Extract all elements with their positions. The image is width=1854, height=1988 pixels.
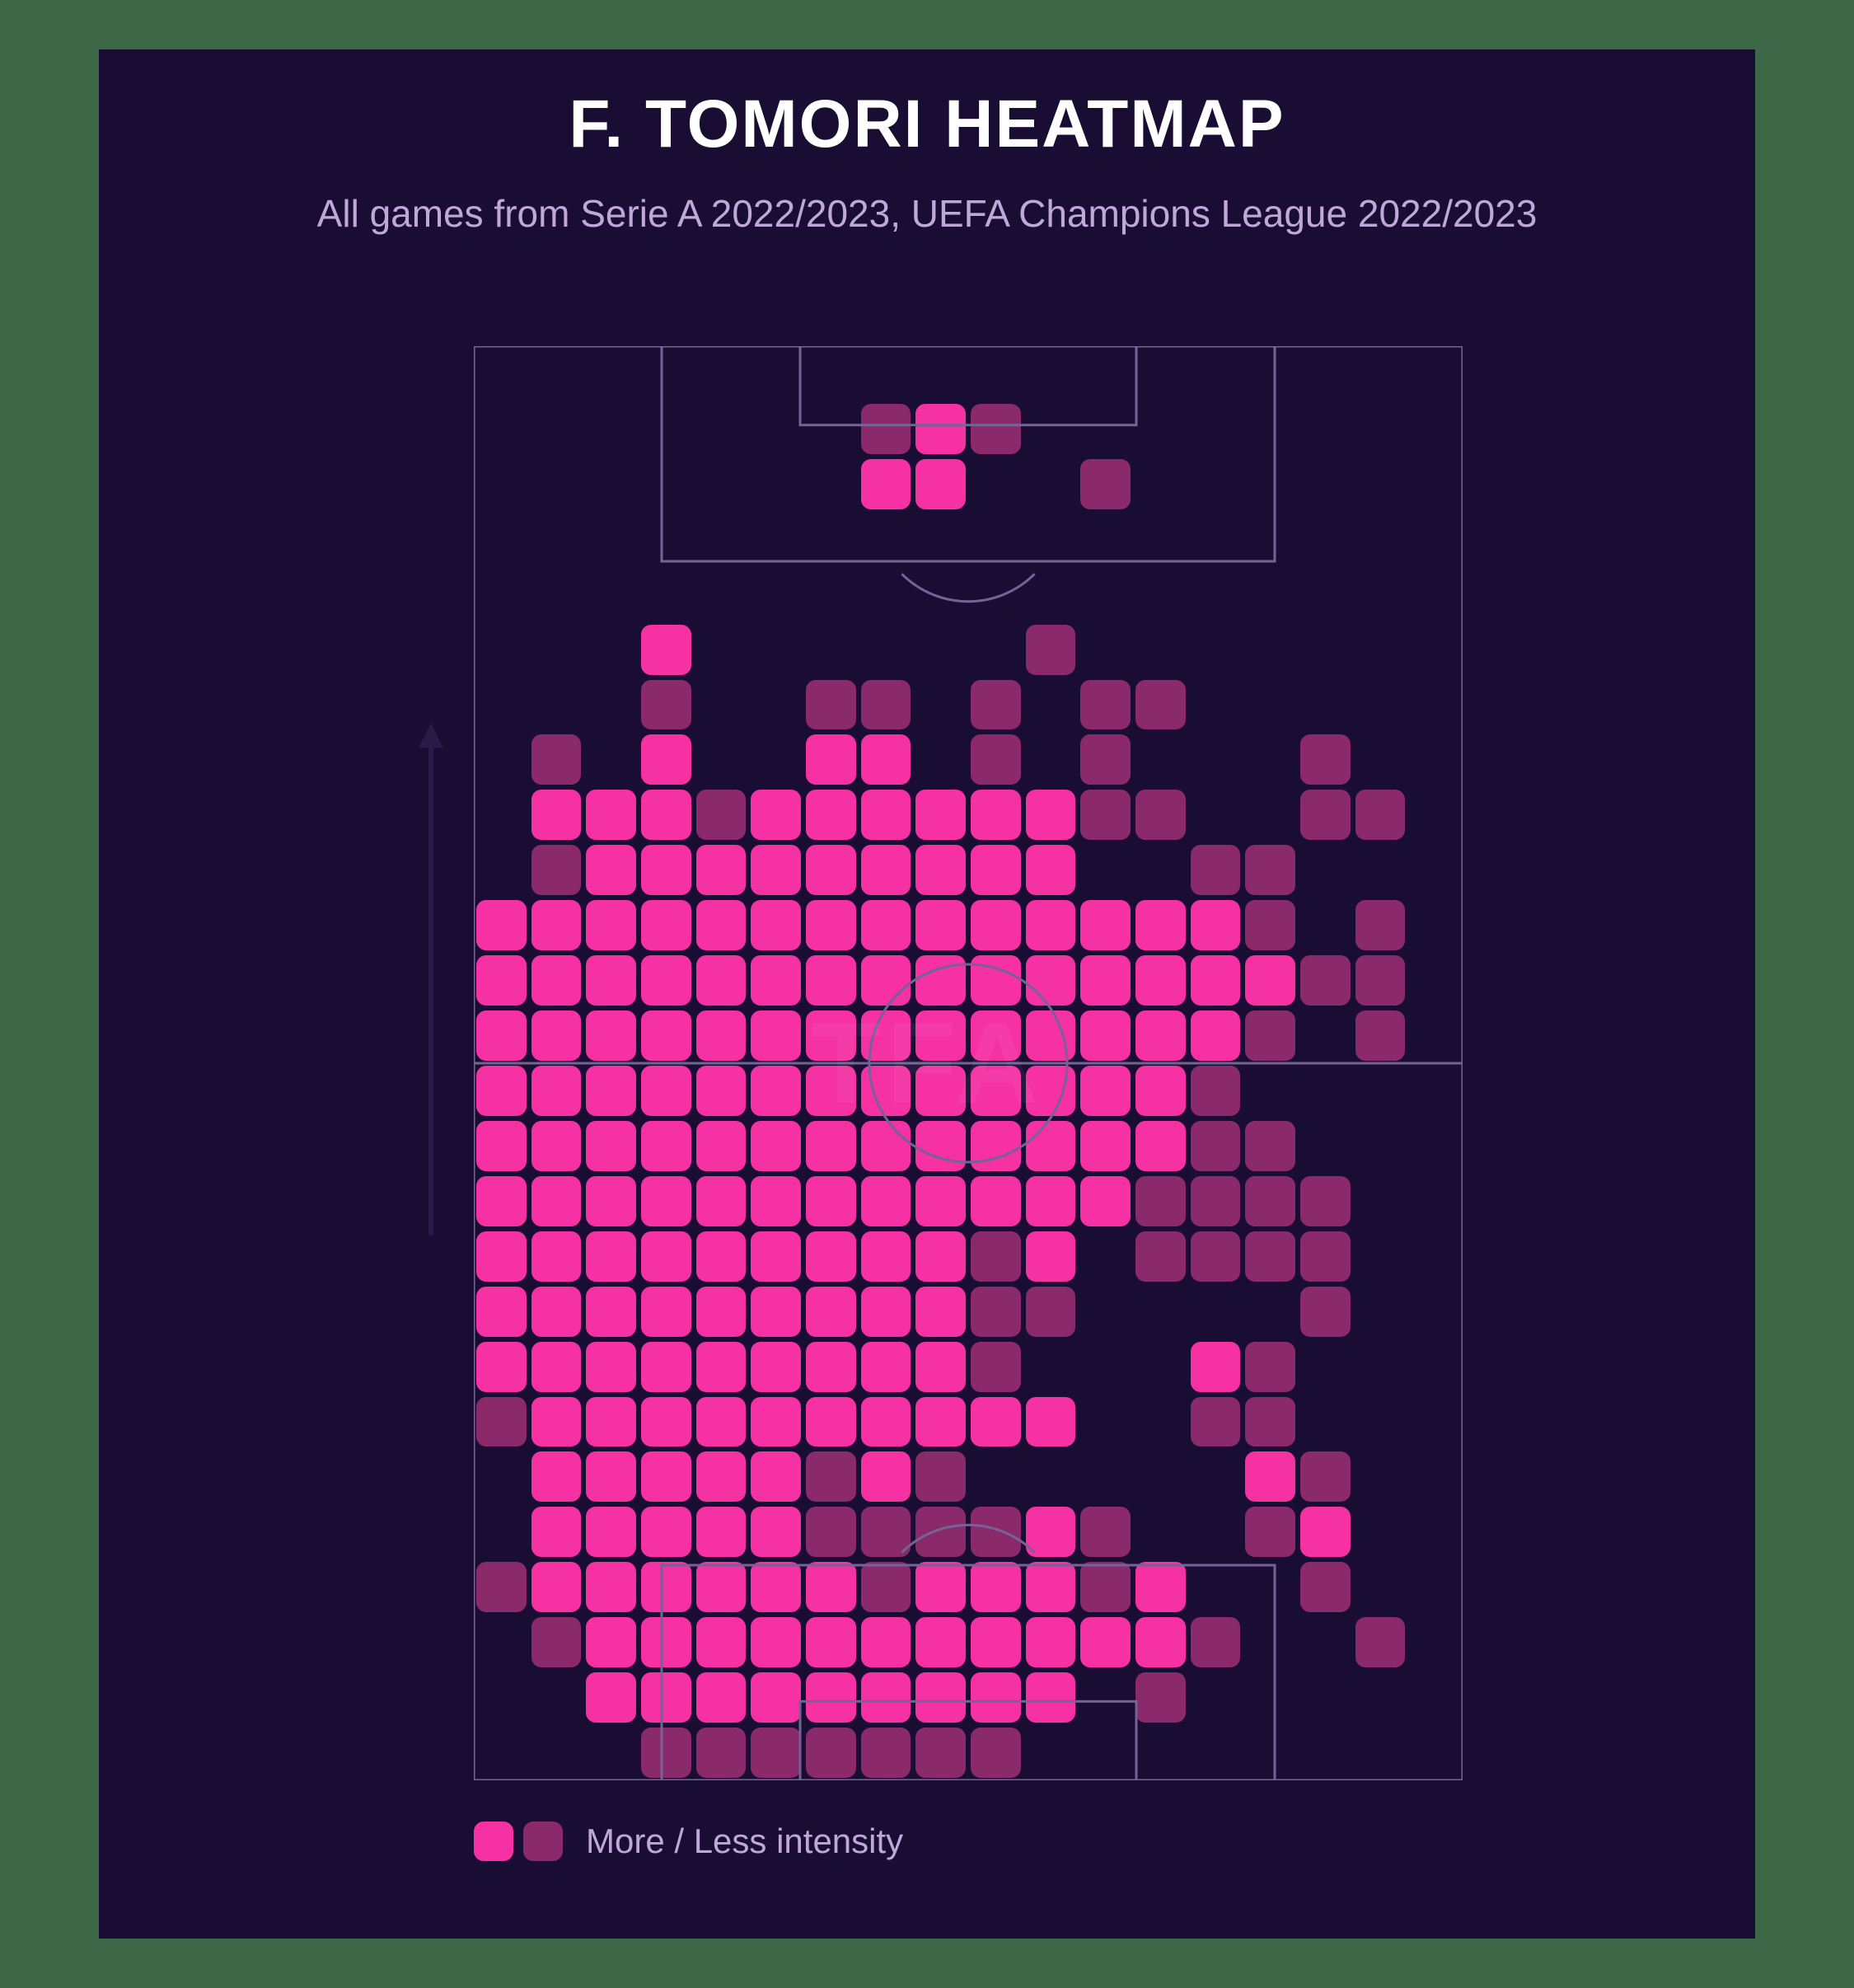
pitch-container: TFA xyxy=(391,346,1463,1780)
heatmap-card: F. TOMORI HEATMAP All games from Serie A… xyxy=(99,49,1755,1939)
legend-swatches xyxy=(474,1822,563,1861)
direction-arrow xyxy=(391,346,474,1780)
pitch-lines xyxy=(474,346,1463,1780)
chart-title: F. TOMORI HEATMAP xyxy=(99,86,1755,163)
legend: More / Less intensity xyxy=(474,1822,903,1861)
chart-subtitle: All games from Serie A 2022/2023, UEFA C… xyxy=(99,191,1755,236)
legend-swatch xyxy=(474,1822,513,1861)
legend-swatch xyxy=(523,1822,563,1861)
legend-label: More / Less intensity xyxy=(586,1822,903,1861)
